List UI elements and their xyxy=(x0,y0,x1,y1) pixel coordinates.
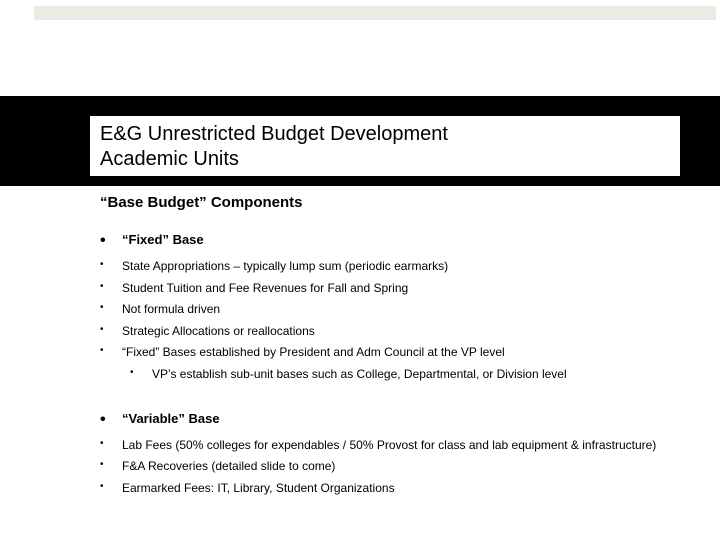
list-item: “Fixed” Bases established by President a… xyxy=(100,343,680,362)
title-box: E&G Unrestricted Budget Development Acad… xyxy=(90,116,680,176)
list-item: State Appropriations – typically lump su… xyxy=(100,257,680,276)
sub-list-item: VP’s establish sub-unit bases such as Co… xyxy=(130,365,680,384)
list-item: Earmarked Fees: IT, Library, Student Org… xyxy=(100,479,680,498)
list-item: Strategic Allocations or reallocations xyxy=(100,322,680,341)
list-item: Lab Fees (50% colleges for expendables /… xyxy=(100,436,680,455)
top-decor-bar xyxy=(34,6,716,20)
title-line-1: E&G Unrestricted Budget Development xyxy=(100,122,670,147)
section-fixed-heading: “Fixed” Base xyxy=(100,232,680,247)
subtitle: “Base Budget” Components xyxy=(100,194,303,211)
content-area: “Fixed” Base State Appropriations – typi… xyxy=(100,226,680,500)
list-item: F&A Recoveries (detailed slide to come) xyxy=(100,457,680,476)
list-item: Student Tuition and Fee Revenues for Fal… xyxy=(100,279,680,298)
section-gap xyxy=(100,387,680,405)
list-item: Not formula driven xyxy=(100,300,680,319)
title-line-2: Academic Units xyxy=(100,147,670,172)
section-variable-heading: “Variable” Base xyxy=(100,411,680,426)
